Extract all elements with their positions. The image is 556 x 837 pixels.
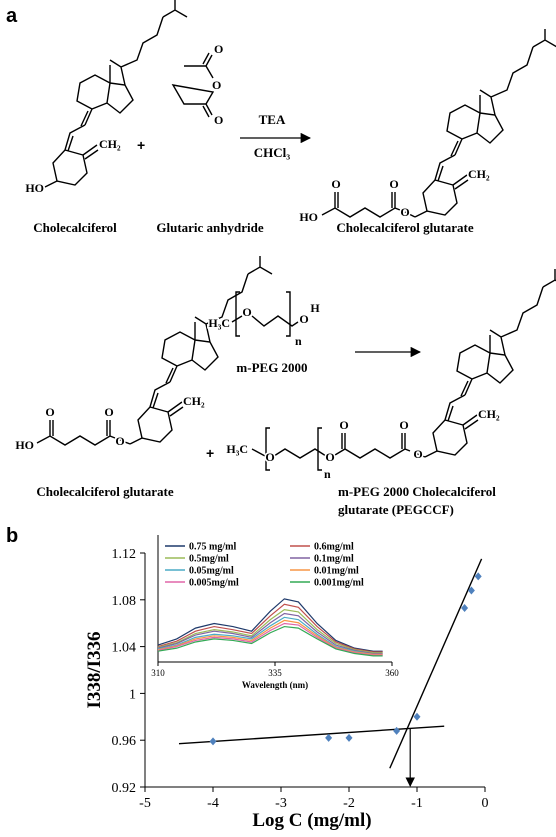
spectrum [157, 612, 383, 655]
atom: HO [299, 210, 318, 224]
panel-label: a [6, 5, 18, 27]
atom: O [325, 450, 334, 464]
plus: + [137, 137, 145, 153]
fit-line [178, 725, 445, 745]
compound-name: Glutaric anhydride [156, 220, 263, 235]
structure [44, 0, 188, 188]
legend-label: 0.05mg/ml [189, 566, 234, 577]
inset-x-tick-label: 310 [151, 668, 165, 678]
atom: O [104, 405, 113, 419]
y-tick-label: 1.08 [112, 594, 137, 609]
anhydride [171, 52, 215, 118]
atom: n [295, 334, 302, 348]
atom: CH₂ [99, 137, 121, 151]
x-tick-label: -3 [275, 796, 287, 811]
point [474, 572, 482, 581]
atom: HO [15, 438, 34, 452]
atom: O [389, 177, 398, 191]
inset-x-tick-label: 335 [268, 668, 282, 678]
compound-name: m-PEG 2000 Cholecalciferol [338, 484, 496, 499]
legend-label: 0.75 mg/ml [189, 542, 236, 553]
atom: O [214, 113, 223, 127]
atom: HO [25, 181, 44, 195]
atom: O [299, 312, 308, 326]
point [325, 733, 333, 742]
spectrum [157, 619, 383, 655]
atom: O [339, 418, 348, 432]
x-tick-label: -1 [411, 796, 423, 811]
panel-label: b [6, 525, 18, 547]
y-tick-label: 0.92 [112, 781, 137, 796]
y-tick-label: 1.04 [112, 641, 137, 656]
panel-a: a HO CH₂ + O O O TEA CHCl₃ HO O O O CH₂ … [6, 0, 556, 517]
fit-line [389, 558, 483, 769]
reagent: CHCl₃ [254, 145, 291, 160]
atom: O [399, 418, 408, 432]
inset-x-axis-label: Wavelength (nm) [242, 680, 308, 690]
inset-x-tick-label: 360 [385, 668, 399, 678]
legend-label: 0.001mg/ml [314, 578, 364, 589]
reagent: TEA [259, 112, 286, 127]
atom: n [324, 467, 331, 481]
point [413, 712, 421, 721]
point [345, 733, 353, 742]
compound-name: Cholecalciferol [33, 220, 117, 235]
atom: O [115, 434, 124, 448]
legend-label: 0.5mg/ml [189, 554, 229, 565]
atom: CH₂ [183, 394, 205, 408]
panel-b: b Log C (mg/ml) I338/I336 0.92 0.96 1 1.04 1… [6, 525, 489, 831]
spectrum [157, 603, 383, 653]
atom: H₃C [226, 442, 248, 456]
x-tick-label: 0 [482, 796, 489, 811]
spectrum [157, 622, 383, 656]
spectrum [157, 598, 383, 652]
y-tick-label: 1.12 [112, 547, 137, 562]
x-axis-label: Log C (mg/ml) [252, 810, 371, 831]
atom: CH₂ [478, 407, 500, 421]
point [209, 737, 217, 746]
atom: O [242, 305, 251, 319]
legend-label: 0.005mg/ml [189, 578, 239, 589]
y-axis-label: I338/I336 [84, 631, 105, 708]
x-tick-label: -2 [343, 796, 355, 811]
atom: O [400, 205, 409, 219]
plus: + [206, 445, 214, 461]
y-tick-label: 1 [129, 687, 136, 702]
y-tick-label: 0.96 [112, 734, 137, 749]
legend-label: 0.1mg/ml [314, 554, 354, 565]
structure [414, 28, 556, 218]
compound-name: Cholecalciferol glutarate [36, 484, 174, 499]
spectrum [157, 625, 383, 657]
atom: O [413, 447, 422, 461]
atom: O [214, 42, 223, 56]
compound-name: m-PEG 2000 [236, 360, 307, 375]
chain [36, 420, 131, 446]
structure [129, 255, 273, 445]
spectrum [157, 609, 383, 654]
legend-label: 0.01mg/ml [314, 566, 359, 577]
x-tick-label: -4 [207, 796, 219, 811]
mpeg [231, 291, 299, 337]
compound-name: glutarate (PEGCCF) [338, 502, 454, 517]
legend-label: 0.6mg/ml [314, 542, 354, 553]
chain [321, 192, 416, 218]
spectrum [157, 616, 383, 655]
atom: H₃C [208, 316, 230, 330]
atom: O [331, 177, 340, 191]
atom: CH₂ [468, 167, 490, 181]
atom: O [265, 450, 274, 464]
point [393, 726, 401, 735]
atom: H [310, 301, 320, 315]
compound-name: Cholecalciferol glutarate [336, 220, 474, 235]
point [467, 586, 475, 595]
atom: O [45, 405, 54, 419]
x-tick-label: -5 [139, 796, 151, 811]
point [461, 603, 469, 612]
atom: O [212, 78, 221, 92]
chain [251, 427, 426, 471]
structure [424, 268, 556, 458]
